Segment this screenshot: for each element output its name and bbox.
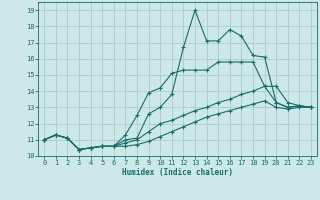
X-axis label: Humidex (Indice chaleur): Humidex (Indice chaleur) [122,168,233,177]
